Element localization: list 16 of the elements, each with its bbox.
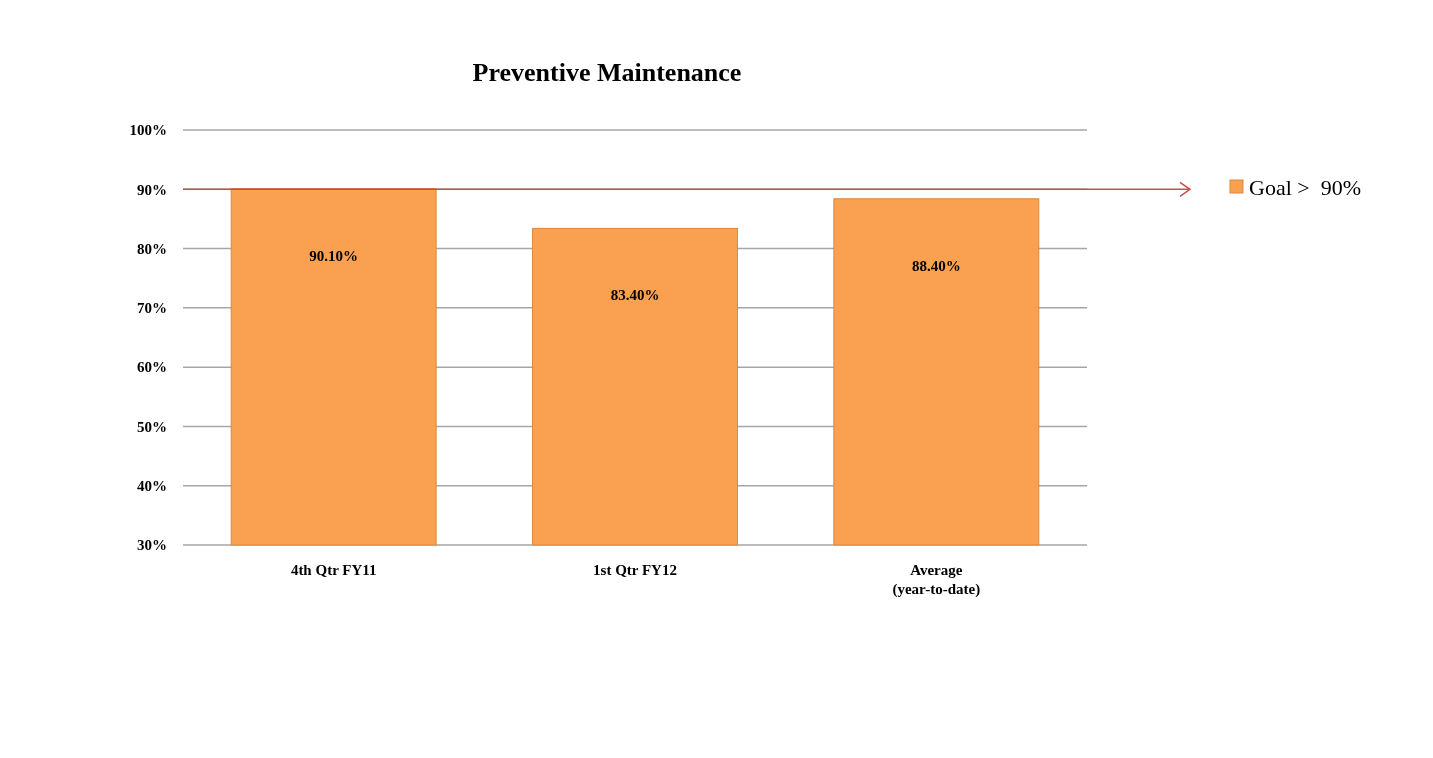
data-label: 90.10% [309, 247, 359, 264]
x-tick-label: 4th Qtr FY11 [290, 562, 377, 578]
y-tick-label: 80% [137, 240, 167, 257]
chart-title: Preventive Maintenance [472, 58, 742, 87]
y-tick-label: 90% [137, 181, 167, 198]
data-label: 83.40% [610, 287, 660, 304]
y-tick-label: 100% [129, 122, 167, 139]
y-tick-label: 60% [137, 359, 167, 376]
y-tick-label: 50% [137, 418, 167, 435]
data-label: 88.40% [911, 257, 961, 274]
x-tick-label: Average (year-to-date) [892, 562, 981, 598]
x-tick-label: 1st Qtr FY12 [593, 562, 677, 578]
y-tick-label: 40% [137, 477, 167, 494]
y-tick-label: 30% [137, 537, 167, 554]
y-tick-label: 70% [137, 300, 167, 317]
legend-label: Goal > 90% [1249, 174, 1361, 200]
